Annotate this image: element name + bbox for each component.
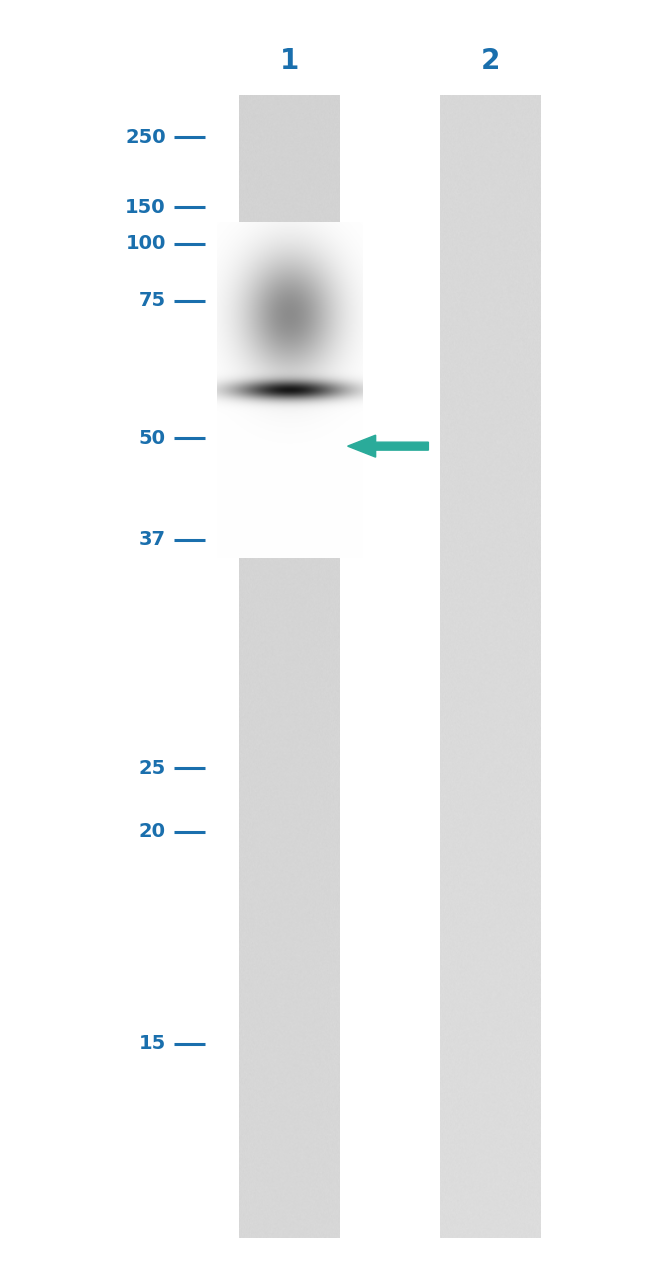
Text: 75: 75 [138, 292, 166, 310]
FancyArrow shape [348, 436, 428, 457]
Text: 250: 250 [125, 128, 166, 146]
Text: 2: 2 [481, 47, 500, 75]
Text: 25: 25 [138, 759, 166, 777]
Text: 50: 50 [138, 429, 166, 447]
Text: 100: 100 [125, 235, 166, 253]
Text: 20: 20 [138, 823, 166, 841]
Text: 15: 15 [138, 1035, 166, 1053]
Text: 37: 37 [138, 531, 166, 549]
Text: 1: 1 [280, 47, 299, 75]
Text: 150: 150 [125, 198, 166, 216]
